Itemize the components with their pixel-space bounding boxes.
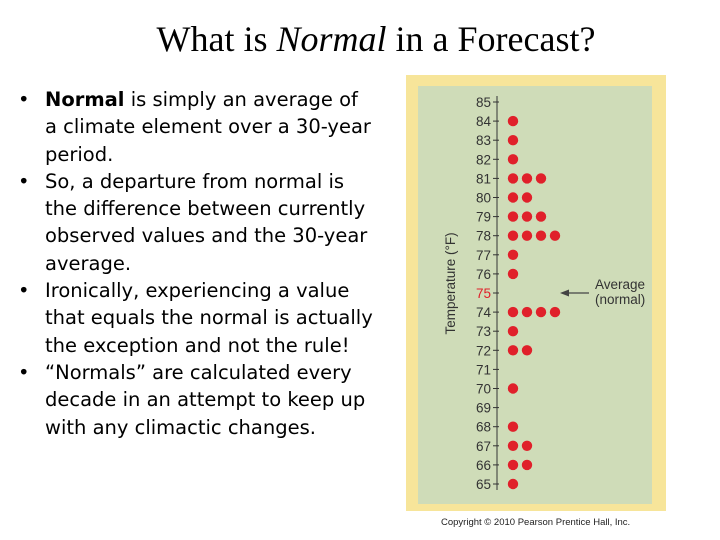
bullet-dot: • — [18, 88, 30, 111]
data-point — [507, 306, 519, 318]
data-point — [507, 173, 519, 184]
data-point — [535, 306, 547, 318]
data-point — [521, 173, 533, 184]
data-point — [507, 192, 519, 203]
bullet-item: • Ironically, experiencing a value that e… — [18, 277, 373, 359]
y-tick-label: 67 — [476, 439, 491, 454]
annotation-line-2: (normal) — [595, 292, 645, 307]
y-axis-label: Temperature (°F) — [443, 232, 458, 334]
y-tick-label: 80 — [476, 191, 491, 206]
figure-panel — [418, 86, 652, 504]
bullet-text: “Normals” are calculated every decade in… — [45, 360, 366, 439]
data-point — [521, 192, 533, 203]
data-point — [521, 230, 533, 241]
data-point — [507, 345, 519, 356]
bullet-item: • Normal is simply an average of a climat… — [18, 86, 373, 168]
bullet-dot: • — [18, 169, 30, 193]
data-point — [535, 173, 547, 184]
bullet-dot: • — [18, 360, 30, 384]
data-point — [521, 459, 533, 471]
y-tick-label: 71 — [476, 362, 491, 377]
data-point — [507, 249, 519, 260]
y-tick-label: 73 — [476, 324, 491, 339]
data-point — [549, 306, 561, 318]
data-point — [535, 211, 547, 222]
bullet-dot: • — [18, 279, 30, 303]
y-tick-label: 78 — [476, 229, 491, 244]
data-point — [507, 115, 519, 127]
y-tick-label: 79 — [476, 210, 491, 225]
y-tick-label: 81 — [476, 171, 491, 186]
y-tick-label: 68 — [476, 420, 491, 435]
y-tick-label: 75 — [476, 286, 491, 301]
y-tick-label: 70 — [476, 382, 491, 397]
bullet-item: • So, a departure from normal is the diff… — [18, 168, 373, 277]
data-point — [507, 478, 519, 490]
data-point — [507, 154, 519, 165]
data-point — [521, 345, 533, 356]
y-tick-label: 85 — [476, 95, 491, 110]
y-tick-label: 83 — [476, 133, 491, 148]
bullet-list: • Normal is simply an average of a climat… — [18, 86, 373, 441]
bullet-bold-text: Normal — [45, 88, 125, 111]
y-tick-label: 82 — [476, 152, 491, 167]
data-point — [507, 326, 519, 337]
y-tick-label: 76 — [476, 267, 491, 282]
data-point — [507, 459, 519, 471]
data-point — [507, 135, 519, 146]
y-tick-label: 66 — [476, 458, 491, 473]
data-point — [507, 421, 519, 432]
data-point — [507, 383, 519, 394]
y-tick-label: 65 — [476, 477, 491, 492]
bullet-text: So, a departure from normal is the diffe… — [45, 169, 368, 275]
data-point — [507, 230, 519, 241]
data-point — [521, 440, 533, 451]
bullet-item: • “Normals” are calculated every decade i… — [18, 359, 373, 441]
data-point — [521, 306, 533, 318]
bullet-text: is simply an average of a climate elemen… — [45, 88, 371, 166]
data-point — [521, 211, 533, 222]
data-point — [535, 230, 547, 241]
slide-title: What is Normal in a Forecast? — [156, 19, 596, 59]
copyright-notice: Copyright © 2010 Pearson Prentice Hall, … — [441, 517, 631, 528]
y-tick-label: 84 — [476, 114, 492, 129]
data-point — [507, 211, 519, 222]
bullet-text: Ironically, experiencing a value that eq… — [45, 279, 373, 357]
y-tick-label: 77 — [476, 248, 491, 263]
data-point — [507, 440, 519, 451]
data-point — [549, 230, 561, 241]
normal-arrow-head — [560, 289, 569, 297]
y-tick-label: 72 — [476, 343, 491, 358]
annotation-line-1: Average — [595, 277, 645, 292]
y-tick-label: 69 — [476, 401, 491, 416]
data-point — [507, 268, 519, 280]
y-tick-label: 74 — [476, 305, 492, 320]
